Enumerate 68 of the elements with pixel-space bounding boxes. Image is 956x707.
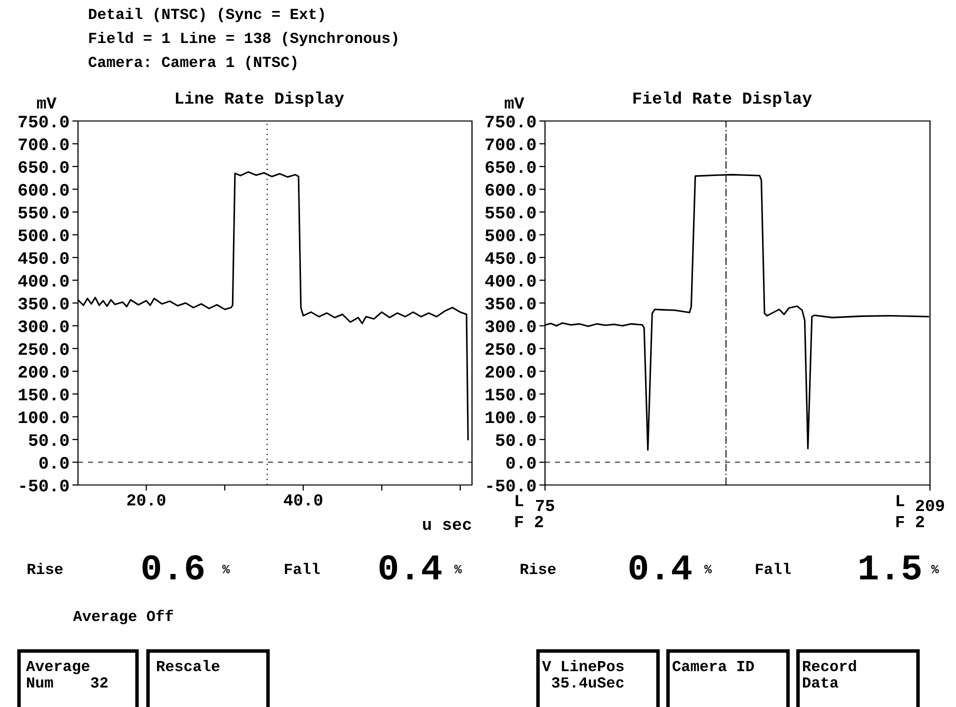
y-axis-title: mV — [504, 97, 524, 108]
y-tick-label: 400.0 — [18, 274, 69, 287]
x-tick-label: 40.0 — [284, 494, 322, 506]
y-tick-label: 50.0 — [496, 434, 536, 446]
y-tick-label: 0.0 — [506, 456, 536, 469]
text: Field = 1 Line = 138 (Synchronous) — [89, 32, 398, 46]
y-tick-label: 100.0 — [486, 411, 536, 424]
text: Average Num 32 — [26, 660, 108, 688]
x-tick-label: 75 — [536, 500, 554, 512]
text: Camera ID — [672, 660, 754, 672]
text: Fall — [756, 562, 791, 574]
y-tick-label: 600.0 — [486, 184, 536, 196]
y-tick-label: 750.0 — [18, 116, 69, 128]
x-axis-title: u sec — [423, 520, 472, 530]
y-axis-title: mV — [37, 97, 56, 108]
text: L — [896, 495, 904, 506]
y-tick-label: 750.0 — [486, 116, 536, 128]
y-tick-label: 700.0 — [18, 138, 69, 150]
text: V LinePos 35.4uSec — [542, 660, 624, 688]
text: 0.4 — [380, 555, 442, 580]
text: % — [222, 564, 230, 574]
text: Rescale — [157, 660, 220, 672]
y-tick-label: 150.0 — [18, 388, 69, 400]
text: 0.6 — [142, 555, 204, 580]
y-tick-label: -50.0 — [20, 480, 69, 492]
y-tick-label: 500.0 — [485, 229, 536, 242]
y-tick-label: 350.0 — [485, 298, 536, 310]
y-tick-label: 650.0 — [18, 161, 69, 173]
text: 0.4 — [630, 555, 692, 580]
y-tick-label: 450.0 — [485, 252, 536, 264]
x-tick-label: 20.0 — [127, 494, 166, 506]
chart-title: Line Rate Display — [176, 91, 344, 108]
y-tick-label: 0.0 — [39, 456, 69, 469]
y-tick-label: 150.0 — [486, 388, 536, 400]
text: 1.5 — [860, 556, 921, 580]
y-tick-label: 650.0 — [486, 161, 536, 173]
text: Average Off — [73, 610, 174, 624]
y-tick-label: 550.0 — [485, 206, 536, 218]
y-tick-label: 550.0 — [18, 206, 69, 218]
y-tick-label: 500.0 — [18, 229, 69, 242]
y-tick-label: 700.0 — [486, 138, 536, 150]
y-tick-label: 600.0 — [18, 184, 69, 196]
text: Camera: Camera 1 (NTSC) — [88, 56, 296, 70]
y-tick-label: -50.0 — [487, 480, 536, 492]
y-tick-label: 450.0 — [18, 252, 69, 264]
y-tick-label: 250.0 — [18, 343, 69, 355]
y-tick-label: 300.0 — [485, 320, 536, 332]
text: % — [931, 564, 939, 574]
text: % — [454, 564, 462, 574]
y-tick-label: 50.0 — [28, 434, 69, 446]
y-tick-label: 350.0 — [18, 298, 69, 310]
text: Record Data — [803, 660, 856, 688]
text: Fall — [284, 562, 320, 574]
y-tick-label: 250.0 — [486, 343, 536, 355]
x-tick-label: 209 — [916, 500, 944, 512]
y-tick-label: 200.0 — [486, 366, 536, 378]
text: F 2 — [515, 516, 544, 528]
y-tick-label: 100.0 — [18, 411, 69, 424]
y-tick-label: 400.0 — [485, 274, 536, 287]
y-tick-label: 200.0 — [18, 366, 69, 378]
y-tick-label: 300.0 — [18, 320, 69, 332]
text: Detail (NTSC) (Sync = Ext) — [89, 8, 324, 22]
text: Rise — [28, 562, 63, 574]
chart-title: Field Rate Display — [633, 91, 812, 108]
text: Rise — [520, 562, 556, 574]
text: F 2 — [896, 516, 924, 528]
text: L — [516, 495, 524, 506]
text: % — [704, 564, 712, 574]
